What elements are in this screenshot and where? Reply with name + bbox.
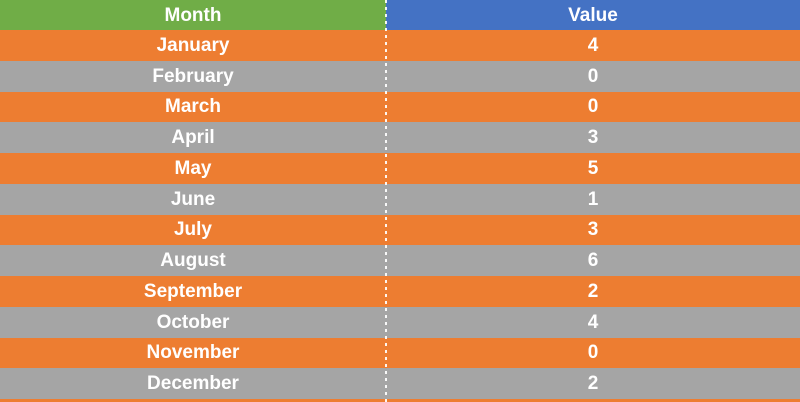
value-cell: 6 — [386, 245, 800, 276]
value-cell: 1 — [386, 183, 800, 215]
value-cell: 3 — [386, 122, 800, 153]
table-row: April 3 — [0, 122, 800, 153]
value-cell: 0 — [386, 60, 800, 92]
month-cell: August — [0, 245, 386, 276]
month-cell: June — [0, 183, 386, 215]
month-cell: May — [0, 153, 386, 184]
table-row: February 0 — [0, 60, 800, 92]
table-row: March 0 — [0, 91, 800, 123]
value-cell: 4 — [386, 30, 800, 61]
table-row: December 2 — [0, 368, 800, 399]
month-cell: March — [0, 91, 386, 123]
table-row: September 2 — [0, 276, 800, 307]
value-cell: 2 — [386, 276, 800, 307]
table-row: January 4 — [0, 30, 800, 61]
month-cell: January — [0, 30, 386, 61]
month-cell: December — [0, 368, 386, 399]
month-cell: July — [0, 214, 386, 246]
table-row: May 5 — [0, 153, 800, 184]
month-cell: September — [0, 276, 386, 307]
table-row: October 4 — [0, 306, 800, 338]
column-header-value: Value — [386, 0, 800, 30]
value-cell: 5 — [386, 153, 800, 184]
column-header-month: Month — [0, 0, 386, 30]
value-cell: 3 — [386, 214, 800, 246]
month-cell: November — [0, 337, 386, 369]
clipped-month-cell — [0, 399, 386, 402]
table-row: August 6 — [0, 245, 800, 276]
table-header-row: Month Value — [0, 0, 800, 30]
table-row: November 0 — [0, 337, 800, 369]
table-row: July 3 — [0, 214, 800, 246]
clipped-next-row — [0, 399, 800, 402]
table-body: January 4 February 0 March 0 April 3 May 5 June 1 Ju… — [0, 30, 800, 399]
table-row: June 1 — [0, 183, 800, 215]
month-cell: April — [0, 122, 386, 153]
clipped-value-cell — [386, 399, 800, 402]
value-cell: 0 — [386, 337, 800, 369]
month-cell: October — [0, 306, 386, 338]
value-cell: 2 — [386, 368, 800, 399]
value-cell: 0 — [386, 91, 800, 123]
value-cell: 4 — [386, 306, 800, 338]
month-cell: February — [0, 60, 386, 92]
